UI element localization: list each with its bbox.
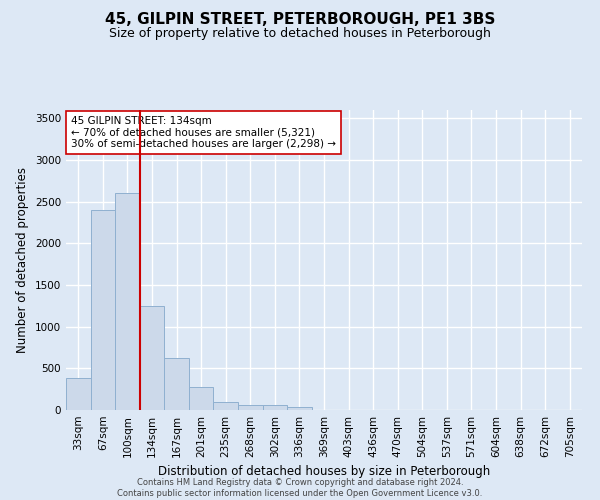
Bar <box>263 406 287 410</box>
Bar <box>164 358 189 410</box>
Bar <box>115 194 140 410</box>
X-axis label: Distribution of detached houses by size in Peterborough: Distribution of detached houses by size … <box>158 466 490 478</box>
Text: Size of property relative to detached houses in Peterborough: Size of property relative to detached ho… <box>109 28 491 40</box>
Text: Contains HM Land Registry data © Crown copyright and database right 2024.
Contai: Contains HM Land Registry data © Crown c… <box>118 478 482 498</box>
Bar <box>140 306 164 410</box>
Bar <box>287 407 312 410</box>
Bar <box>189 387 214 410</box>
Text: 45, GILPIN STREET, PETERBOROUGH, PE1 3BS: 45, GILPIN STREET, PETERBOROUGH, PE1 3BS <box>105 12 495 28</box>
Bar <box>66 378 91 410</box>
Bar <box>238 405 263 410</box>
Bar <box>214 402 238 410</box>
Text: 45 GILPIN STREET: 134sqm
← 70% of detached houses are smaller (5,321)
30% of sem: 45 GILPIN STREET: 134sqm ← 70% of detach… <box>71 116 336 149</box>
Bar <box>91 210 115 410</box>
Y-axis label: Number of detached properties: Number of detached properties <box>16 167 29 353</box>
